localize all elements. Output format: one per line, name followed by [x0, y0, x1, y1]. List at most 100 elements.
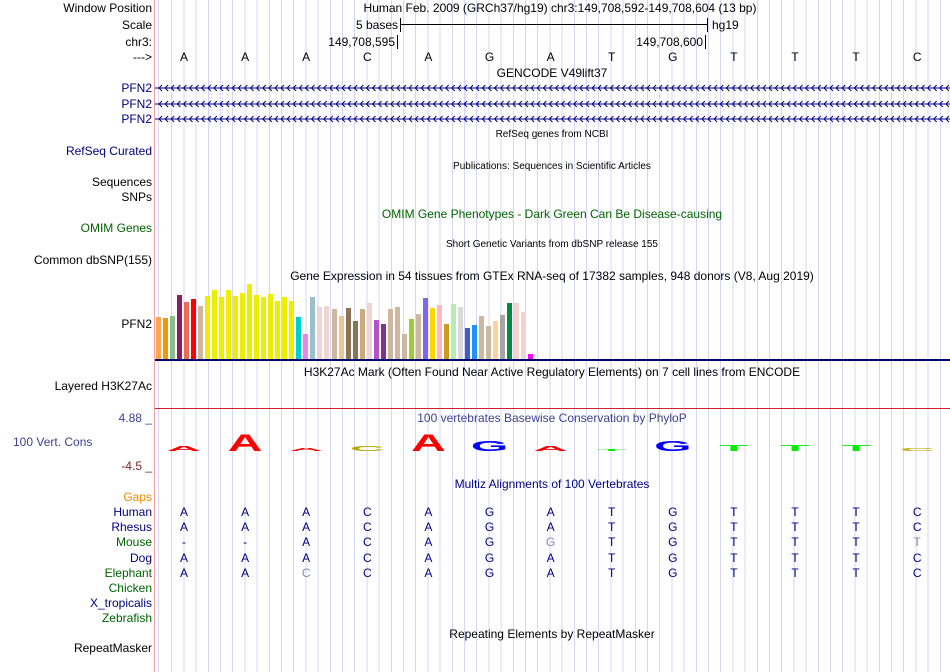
phylop-base-A: A: [228, 430, 263, 457]
gtex-tissue-bar[interactable]: [296, 316, 302, 359]
position-left: 149,708,595: [328, 35, 398, 49]
gtex-tissue-bar[interactable]: [401, 333, 407, 359]
aligned-base: T: [791, 550, 799, 565]
aligned-base: T: [730, 520, 738, 535]
gtex-tissue-bar[interactable]: [415, 313, 421, 359]
snps-label[interactable]: SNPs: [121, 190, 152, 204]
gaps-label[interactable]: Gaps: [123, 490, 152, 504]
pubs-label[interactable]: Sequences: [91, 175, 152, 189]
phylop-base-C: C: [350, 445, 385, 453]
gtex-tissue-bar[interactable]: [394, 306, 400, 359]
gtex-tissue-bar[interactable]: [275, 300, 281, 359]
gtex-tissue-bar[interactable]: [184, 301, 190, 359]
gtex-tissue-bar[interactable]: [422, 297, 428, 359]
gtex-tissue-bar[interactable]: [212, 289, 218, 359]
gtex-tissue-bar[interactable]: [191, 298, 197, 359]
gtex-tissue-bar[interactable]: [352, 320, 358, 359]
assembly-label: hg19: [712, 18, 739, 32]
gtex-tissue-bar[interactable]: [170, 315, 176, 359]
dbsnp-label[interactable]: Common dbSNP(155): [33, 253, 152, 267]
gtex-tissue-bar[interactable]: [436, 304, 442, 359]
gene-label-pfn2[interactable]: PFN2: [121, 81, 152, 95]
gene-label-pfn2[interactable]: PFN2: [121, 96, 152, 111]
refseq-label[interactable]: RefSeq Curated: [65, 144, 152, 158]
aligned-base: G: [484, 505, 495, 519]
gtex-tissue-bar[interactable]: [528, 353, 534, 359]
strand-arrows: [155, 100, 950, 107]
species-label-x_tropicalis[interactable]: X_tropicalis: [89, 596, 152, 611]
gene-model-pfn2[interactable]: [155, 99, 950, 109]
gtex-tissue-bar[interactable]: [429, 307, 435, 359]
scale-bar: [400, 18, 708, 32]
gtex-tissue-bar[interactable]: [507, 302, 512, 359]
species-label-elephant[interactable]: Elephant: [104, 565, 152, 580]
gtex-tissue-bar[interactable]: [380, 323, 386, 359]
gtex-tissue-bar[interactable]: [205, 295, 211, 359]
gtex-title: Gene Expression in 54 tissues from GTEx …: [290, 269, 814, 283]
gtex-tissue-bar[interactable]: [282, 296, 288, 359]
gtex-tissue-bar[interactable]: [156, 316, 161, 359]
gtex-tissue-bar[interactable]: [373, 319, 379, 359]
gtex-tissue-bar[interactable]: [457, 306, 463, 359]
phylop-label[interactable]: 100 Vert. Cons: [13, 435, 93, 449]
aligned-base: T: [852, 565, 860, 580]
gtex-tissue-bar[interactable]: [177, 294, 183, 359]
gtex-tissue-bar[interactable]: [289, 300, 295, 359]
gtex-tissue-bar[interactable]: [492, 320, 498, 359]
gtex-tissue-bar[interactable]: [408, 318, 414, 359]
gtex-tissue-bar[interactable]: [338, 315, 344, 359]
gtex-tissue-bar[interactable]: [366, 302, 372, 359]
repeatmasker-label[interactable]: RepeatMasker: [73, 641, 152, 655]
aligned-base: G: [668, 550, 678, 565]
species-label-zebrafish[interactable]: Zebrafish: [101, 611, 152, 626]
gtex-tissue-bar[interactable]: [387, 308, 393, 359]
gtex-tissue-bar[interactable]: [226, 289, 232, 359]
gtex-tissue-bar[interactable]: [254, 294, 260, 359]
gtex-tissue-bar[interactable]: [324, 305, 330, 359]
aligned-base: C: [912, 505, 922, 519]
gtex-gene-label[interactable]: PFN2: [121, 317, 152, 331]
gtex-tissue-bar[interactable]: [268, 293, 274, 359]
aligned-base: T: [791, 505, 799, 519]
gtex-tissue-bar[interactable]: [219, 296, 225, 359]
gtex-tissue-bar[interactable]: [485, 325, 491, 359]
gtex-tissue-bar[interactable]: [514, 302, 520, 359]
gtex-tissue-bar[interactable]: [345, 307, 351, 359]
gtex-tissue-bar[interactable]: [240, 292, 246, 359]
gtex-tissue-bar[interactable]: [247, 284, 253, 359]
gene-model-pfn2[interactable]: [155, 83, 950, 93]
base-grid: [156, 0, 950, 672]
gtex-tissue-bar[interactable]: [233, 295, 239, 359]
species-label-mouse[interactable]: Mouse: [115, 535, 152, 550]
species-label-chicken[interactable]: Chicken: [108, 581, 152, 595]
gtex-tissue-bar[interactable]: [359, 308, 365, 359]
aligned-base: G: [484, 550, 495, 565]
gtex-tissue-bar[interactable]: [464, 327, 470, 359]
gtex-tissue-bar[interactable]: [521, 311, 527, 359]
gtex-tissue-bar[interactable]: [471, 324, 477, 359]
gtex-tissue-bar[interactable]: [499, 314, 505, 359]
aligned-base: T: [730, 550, 738, 565]
gtex-tissue-bar[interactable]: [478, 315, 484, 359]
species-label-human[interactable]: Human: [113, 505, 152, 519]
gene-label-pfn2[interactable]: PFN2: [121, 112, 152, 126]
base-letter: C: [912, 50, 922, 64]
gtex-tissue-bar[interactable]: [163, 317, 169, 359]
species-label-rhesus[interactable]: Rhesus: [111, 520, 152, 535]
gtex-tissue-bar[interactable]: [261, 296, 267, 359]
gtex-tissue-bar[interactable]: [443, 323, 449, 359]
gtex-tissue-bar[interactable]: [198, 305, 204, 359]
omim-label[interactable]: OMIM Genes: [80, 221, 152, 235]
scale-text: 5 bases: [355, 18, 398, 32]
gtex-tissue-bar[interactable]: [310, 296, 316, 359]
aligned-base: T: [608, 535, 616, 550]
gtex-tissue-bar[interactable]: [303, 333, 309, 359]
species-label-dog[interactable]: Dog: [129, 550, 152, 565]
gtex-tissue-bar[interactable]: [450, 303, 456, 359]
aligned-base: G: [668, 520, 678, 535]
h3k27ac-label[interactable]: Layered H3K27Ac: [54, 379, 152, 393]
gtex-tissue-bar[interactable]: [331, 308, 337, 359]
gtex-tissue-bar[interactable]: [317, 306, 323, 359]
gene-model-pfn2[interactable]: [155, 114, 950, 124]
